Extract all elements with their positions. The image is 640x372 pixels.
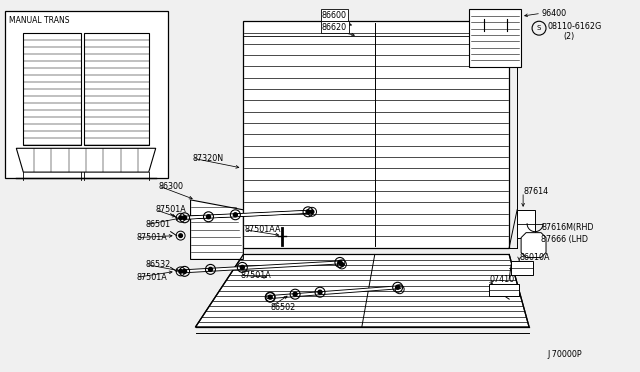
Text: 87501A: 87501A <box>156 205 186 214</box>
Circle shape <box>234 213 237 217</box>
Text: J 70000P: J 70000P <box>547 350 582 359</box>
Text: 87614: 87614 <box>523 187 548 196</box>
Text: S: S <box>537 25 541 31</box>
Text: 86501: 86501 <box>146 220 171 229</box>
Circle shape <box>209 267 212 271</box>
Polygon shape <box>191 200 243 259</box>
Text: 08110-6162G: 08110-6162G <box>547 22 601 31</box>
Bar <box>243 21 509 247</box>
Circle shape <box>182 216 187 220</box>
Text: (2): (2) <box>563 32 574 41</box>
Circle shape <box>318 290 322 294</box>
Text: 86010A: 86010A <box>519 253 550 262</box>
Text: 87666 (LHD: 87666 (LHD <box>541 235 588 244</box>
Text: 87320N: 87320N <box>193 154 224 163</box>
Circle shape <box>338 260 342 264</box>
Bar <box>511 262 533 275</box>
Circle shape <box>310 210 314 214</box>
Bar <box>469 9 521 67</box>
Text: 86600: 86600 <box>322 11 347 20</box>
Text: 87501A: 87501A <box>241 271 271 280</box>
Circle shape <box>207 215 211 219</box>
Text: 86620: 86620 <box>322 23 347 32</box>
PathPatch shape <box>196 254 529 327</box>
Bar <box>489 284 519 296</box>
Polygon shape <box>521 232 546 257</box>
Bar <box>517 210 535 238</box>
Text: MANUAL TRANS: MANUAL TRANS <box>10 16 70 25</box>
Text: 96400: 96400 <box>541 9 566 18</box>
Text: 07410: 07410 <box>489 275 515 284</box>
Circle shape <box>340 263 344 266</box>
PathPatch shape <box>23 33 81 145</box>
PathPatch shape <box>84 33 148 145</box>
Text: 87616M(RHD: 87616M(RHD <box>541 223 593 232</box>
Circle shape <box>179 270 182 273</box>
Circle shape <box>396 285 399 289</box>
Text: 87501A: 87501A <box>137 273 168 282</box>
Text: 86532: 86532 <box>146 260 171 269</box>
Text: 86300: 86300 <box>159 182 184 190</box>
Text: 86502: 86502 <box>270 302 296 312</box>
Circle shape <box>293 292 297 296</box>
Circle shape <box>182 269 187 273</box>
Circle shape <box>179 234 182 237</box>
Bar <box>5 11 168 178</box>
Circle shape <box>241 265 244 269</box>
PathPatch shape <box>17 148 156 172</box>
Circle shape <box>268 295 272 299</box>
Text: 87501AA: 87501AA <box>244 225 281 234</box>
Circle shape <box>179 216 182 219</box>
Text: 87501A: 87501A <box>137 233 168 242</box>
Circle shape <box>306 210 310 214</box>
